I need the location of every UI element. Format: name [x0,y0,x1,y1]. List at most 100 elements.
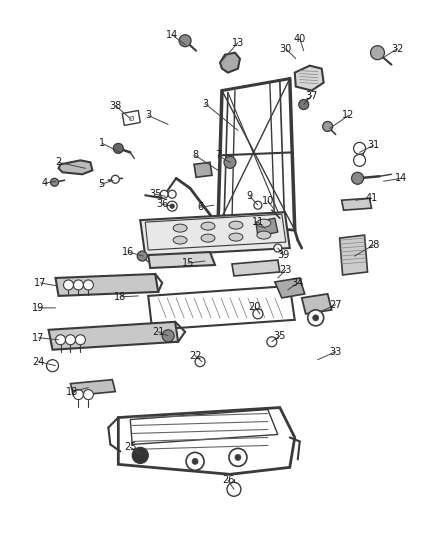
Circle shape [83,390,93,400]
Circle shape [179,35,191,47]
Circle shape [299,100,309,109]
Circle shape [352,172,364,184]
Circle shape [254,201,262,209]
Text: 18: 18 [66,386,78,397]
Text: Ø: Ø [129,116,134,122]
Circle shape [160,190,168,198]
Circle shape [50,178,59,186]
Text: 16: 16 [122,247,134,257]
Circle shape [229,448,247,466]
Circle shape [353,155,366,166]
Circle shape [46,360,59,372]
Circle shape [74,280,83,290]
Text: 14: 14 [395,173,407,183]
Text: 18: 18 [114,292,127,302]
Text: 5: 5 [98,179,105,189]
Circle shape [167,201,177,211]
Ellipse shape [173,224,187,232]
Circle shape [113,143,124,154]
Text: 26: 26 [222,475,234,486]
Circle shape [162,330,174,342]
Text: 39: 39 [278,250,290,260]
Circle shape [313,315,319,321]
Circle shape [66,335,75,345]
Text: 17: 17 [32,333,45,343]
Text: 15: 15 [182,258,194,268]
Text: 35: 35 [274,331,286,341]
Circle shape [274,244,282,252]
Text: 11: 11 [252,217,264,227]
Text: 24: 24 [32,357,45,367]
Circle shape [353,142,366,155]
Text: 27: 27 [329,300,342,310]
Text: 21: 21 [152,327,164,337]
Polygon shape [56,274,158,296]
Circle shape [111,175,119,183]
Polygon shape [194,163,212,177]
Circle shape [253,309,263,319]
Text: 23: 23 [279,265,292,275]
Circle shape [192,458,198,464]
Circle shape [64,280,74,290]
Polygon shape [220,53,240,72]
Ellipse shape [201,222,215,230]
Circle shape [323,122,332,132]
Text: 25: 25 [124,442,137,453]
Text: 34: 34 [292,278,304,288]
Polygon shape [140,212,290,256]
Circle shape [170,204,174,208]
Circle shape [137,251,147,261]
Text: 28: 28 [367,240,380,250]
Ellipse shape [229,221,243,229]
Text: 3: 3 [202,99,208,109]
Text: 30: 30 [279,44,292,54]
Circle shape [186,453,204,470]
Circle shape [235,455,241,461]
Text: 4: 4 [42,178,48,188]
Text: 31: 31 [367,140,380,150]
Ellipse shape [173,236,187,244]
Ellipse shape [201,234,215,242]
Polygon shape [342,198,371,210]
Text: 1: 1 [99,139,106,148]
Polygon shape [49,322,178,350]
Text: 14: 14 [166,30,178,40]
Text: 20: 20 [249,302,261,312]
Polygon shape [302,294,332,314]
Polygon shape [256,218,278,236]
Text: 2: 2 [55,157,62,167]
Text: 6: 6 [197,202,203,212]
Ellipse shape [229,233,243,241]
Circle shape [224,156,236,168]
Circle shape [227,482,241,496]
Circle shape [83,280,93,290]
Circle shape [195,357,205,367]
Circle shape [75,335,85,345]
Circle shape [74,390,83,400]
Ellipse shape [257,219,271,227]
Text: 40: 40 [293,34,306,44]
Text: 41: 41 [365,193,378,203]
Circle shape [56,335,66,345]
Text: 35: 35 [149,189,161,199]
Text: 9: 9 [247,191,253,201]
Circle shape [132,447,148,463]
Text: 32: 32 [391,44,404,54]
Ellipse shape [257,231,271,239]
Text: 38: 38 [109,101,121,110]
Polygon shape [59,160,92,174]
Circle shape [267,337,277,347]
Text: 36: 36 [156,199,168,209]
Text: 22: 22 [189,351,201,361]
Text: 10: 10 [262,196,274,206]
Polygon shape [71,379,115,395]
Polygon shape [275,278,305,298]
Polygon shape [148,252,215,268]
Text: 19: 19 [32,303,45,313]
Polygon shape [122,110,140,125]
Circle shape [168,190,176,198]
Text: 12: 12 [343,110,355,120]
Polygon shape [232,260,280,276]
Polygon shape [339,235,367,275]
Text: 17: 17 [34,278,47,288]
